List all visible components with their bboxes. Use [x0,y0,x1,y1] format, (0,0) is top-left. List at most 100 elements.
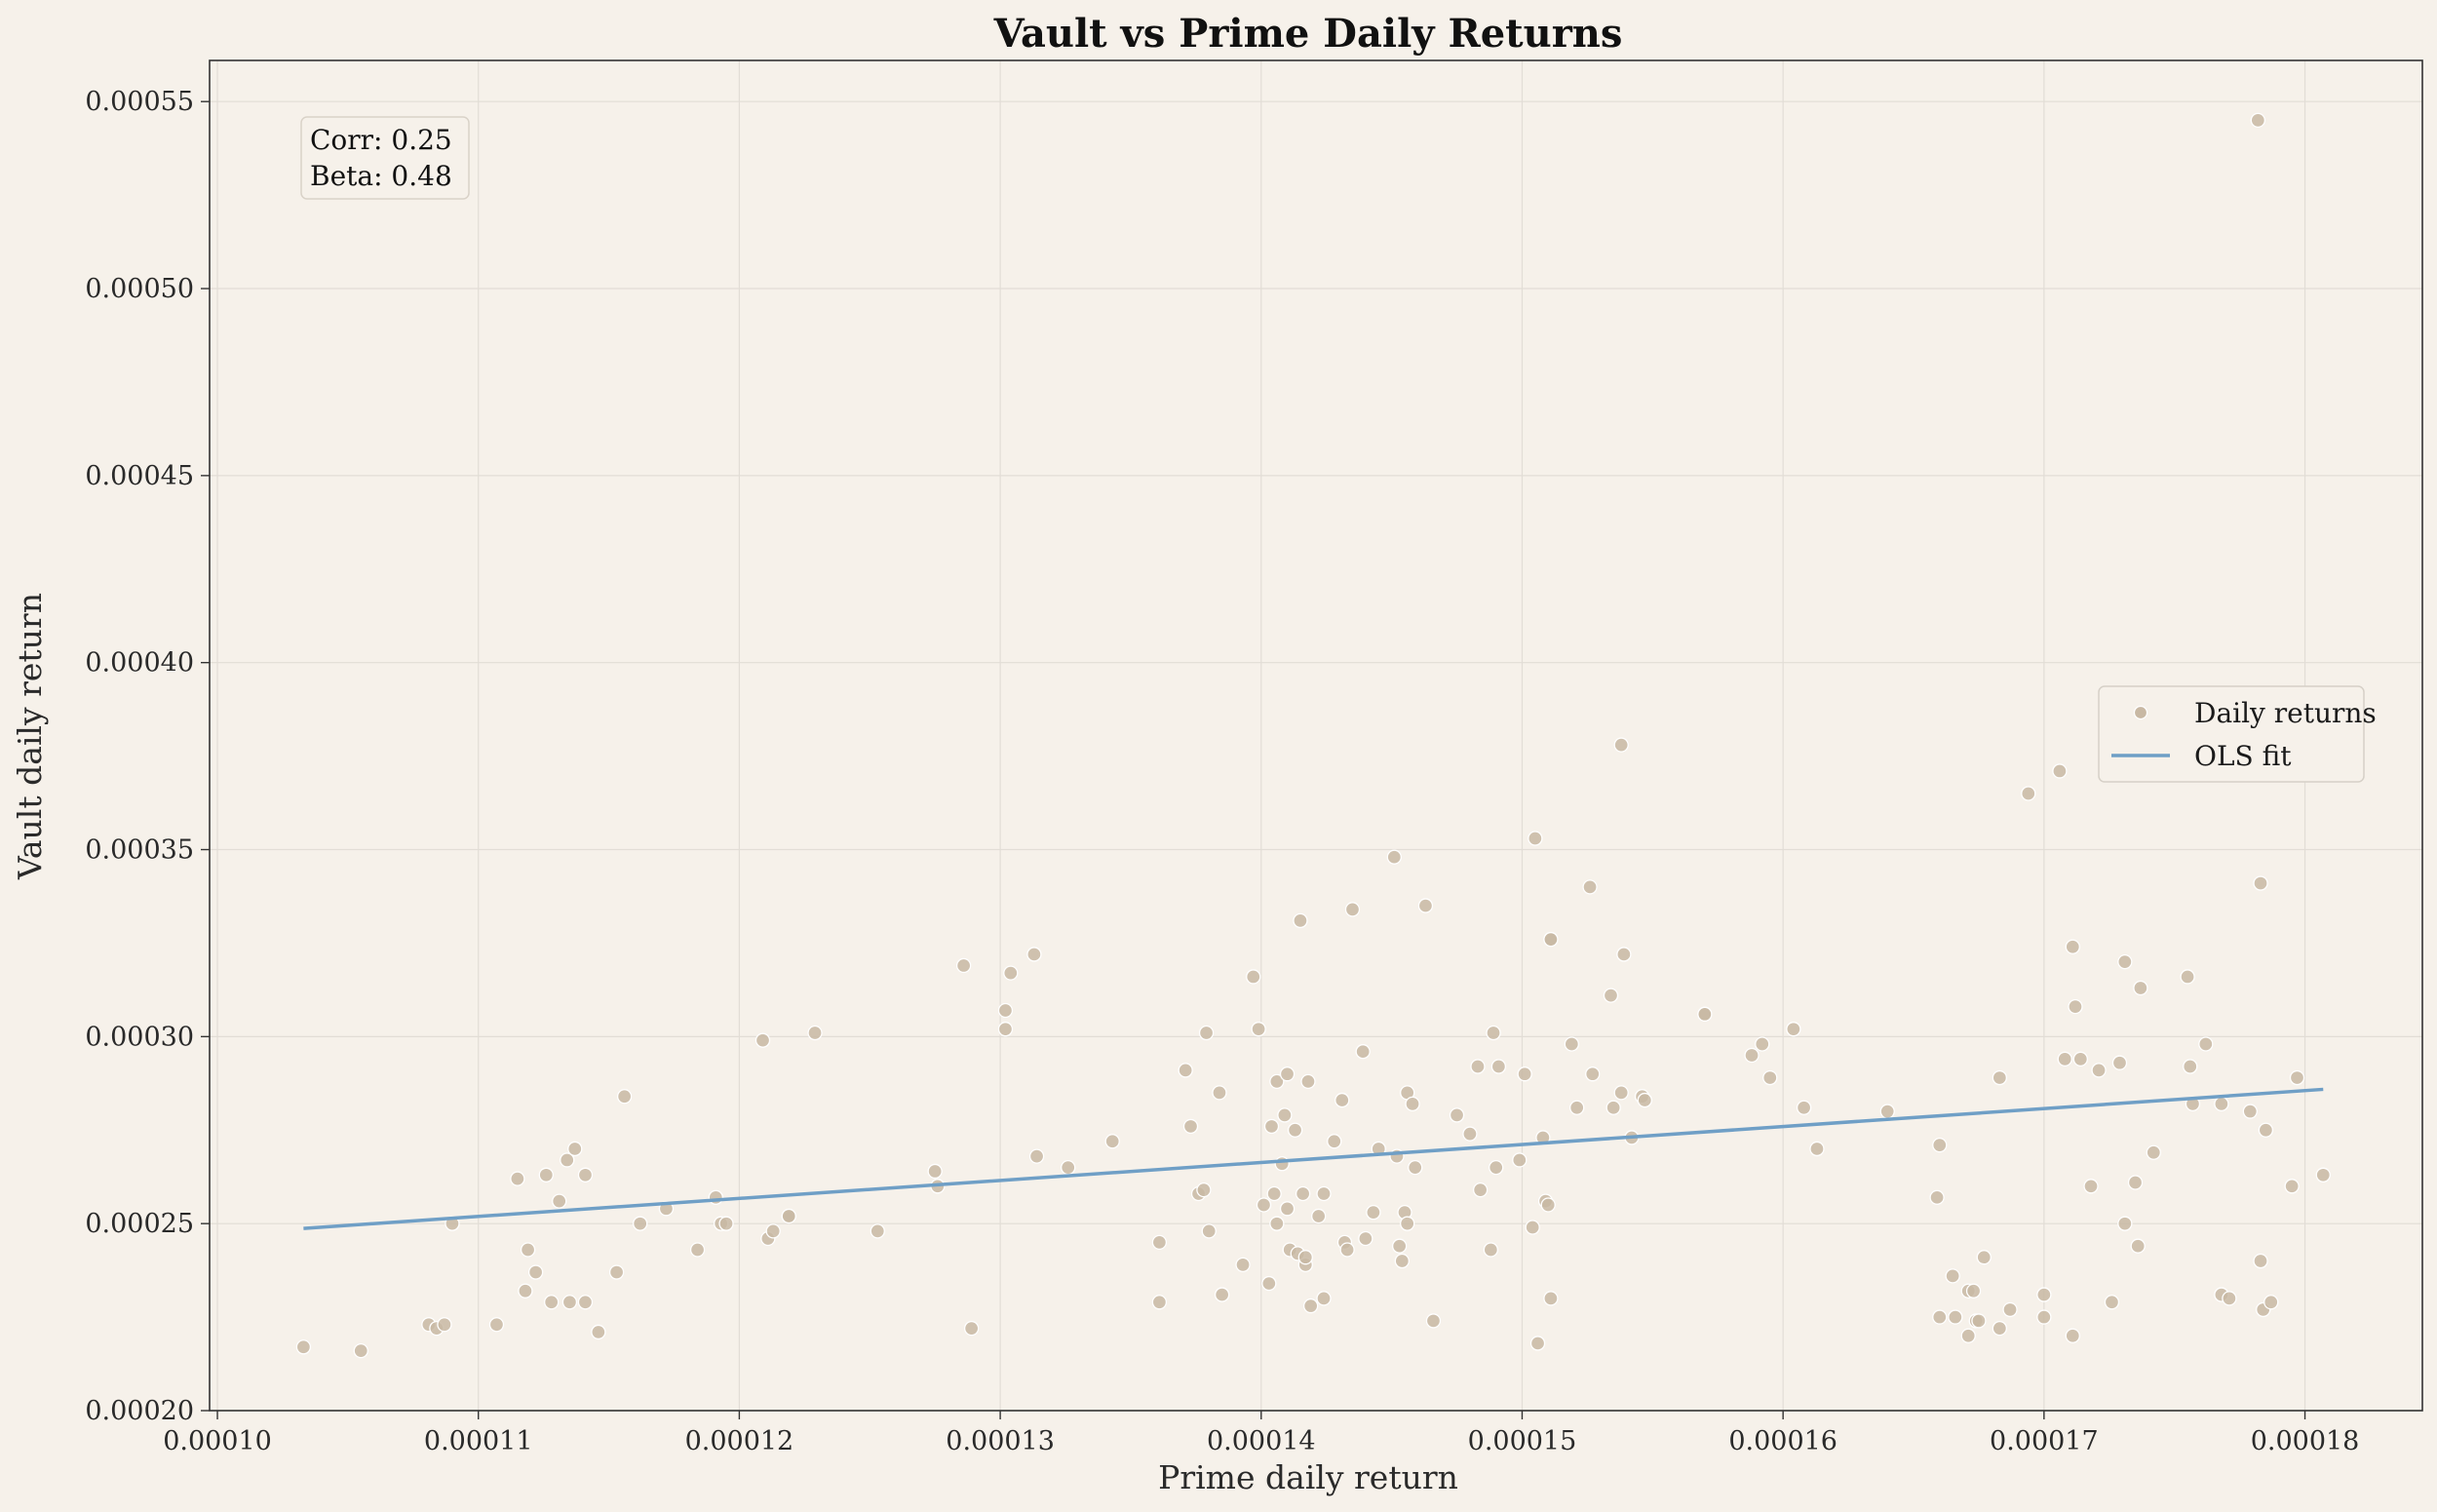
data-point [1196,1182,1212,1198]
data-point [2289,1069,2305,1086]
data-point [1302,1298,1319,1314]
data-point [437,1317,452,1333]
x-tick-label: 0.00010 [163,1426,272,1456]
data-point [560,1152,575,1168]
data-point [1755,1036,1770,1052]
x-tick-label: 0.00015 [1468,1426,1577,1456]
data-point [754,1032,771,1048]
data-point [1525,1220,1540,1235]
data-point [1948,1309,1963,1325]
data-point [997,1002,1014,1019]
data-point [2117,1216,2133,1231]
x-tick-label: 0.00016 [1728,1426,1837,1456]
data-point [2117,953,2133,970]
data-point [2253,1253,2268,1269]
data-point [1616,947,1632,962]
data-point [2065,939,2080,954]
data-point [1744,1047,1760,1064]
data-point [2258,1122,2274,1138]
beta-label: Beta: 0.48 [310,160,452,192]
data-point [1366,1205,1381,1221]
data-point [561,1295,578,1310]
x-tick-label: 0.00011 [424,1426,533,1456]
data-point [520,1242,536,1258]
data-point [1201,1223,1217,1239]
x-tick-label: 0.00014 [1207,1426,1316,1456]
data-point [1028,1148,1045,1164]
data-point [1486,1025,1501,1041]
data-point [2284,1179,2300,1194]
legend-marker-daily-returns [2133,705,2148,720]
data-point [2180,969,2195,985]
data-point [1003,965,1019,981]
y-tick-label: 0.00020 [85,1396,194,1426]
data-point [1235,1257,1251,1273]
chart-title: Vault vs Prime Daily Returns [993,11,1623,57]
data-point [2083,1179,2099,1194]
y-tick-label: 0.00040 [85,648,194,678]
data-point [2133,980,2148,996]
data-point [1992,1069,2007,1086]
data-point [1543,1291,1559,1306]
data-point [765,1223,781,1239]
data-point [538,1167,554,1182]
data-point [1528,831,1543,846]
data-point [1392,1238,1408,1254]
data-point [353,1342,368,1359]
data-point [2065,1328,2080,1343]
legend: Daily returns OLS fit [2098,685,2377,783]
data-point [2036,1287,2052,1302]
data-point [1279,1066,1296,1082]
data-point [870,1223,885,1239]
data-point [1358,1230,1373,1247]
data-point [633,1216,648,1231]
data-point [1945,1268,1960,1284]
data-point [1512,1152,1528,1168]
data-point [807,1025,823,1041]
data-point [295,1339,312,1355]
x-tick-label: 0.00012 [685,1426,794,1456]
data-point [1490,1059,1507,1074]
data-point [1256,1197,1272,1213]
data-point [1462,1126,1478,1142]
data-point [1316,1185,1332,1202]
data-point [1809,1141,1825,1157]
data-point [2057,1051,2072,1067]
data-point [1786,1022,1801,1037]
data-point [510,1171,525,1186]
data-point [2021,786,2036,801]
data-point [1400,1216,1415,1231]
data-point [1026,947,1042,962]
data-point [955,957,972,974]
y-axis-label: Vault daily return [11,593,49,880]
y-tick-label: 0.00035 [85,835,194,866]
legend-label-ols-fit: OLS fit [2194,740,2292,772]
x-tick-label: 0.00013 [946,1426,1055,1456]
data-point [1269,1073,1285,1090]
data-point [1279,1201,1296,1217]
y-tick-label: 0.00055 [85,87,194,117]
data-point [1311,1208,1327,1224]
data-point [2222,1291,2237,1306]
data-point [2183,1059,2198,1074]
data-point [2036,1309,2052,1325]
data-point [1266,1185,1282,1202]
data-point [1104,1134,1120,1149]
y-axis-ticks: 0.00020 0.00025 0.00030 0.00035 0.00040 0.000… [85,87,210,1426]
data-point [1287,1122,1303,1138]
data-point [1613,737,1629,753]
data-point [2127,1175,2144,1190]
data-point [1540,1197,1556,1213]
data-point [2250,112,2266,129]
data-point [1344,902,1361,917]
data-point [1151,1295,1168,1310]
data-point [1472,1182,1489,1198]
data-point [2091,1063,2107,1078]
data-point [1417,898,1434,913]
y-tick-label: 0.00045 [85,461,194,491]
data-point [2253,875,2268,891]
data-point [2111,1055,2128,1070]
data-point [2068,999,2083,1015]
data-point [1470,1059,1486,1074]
